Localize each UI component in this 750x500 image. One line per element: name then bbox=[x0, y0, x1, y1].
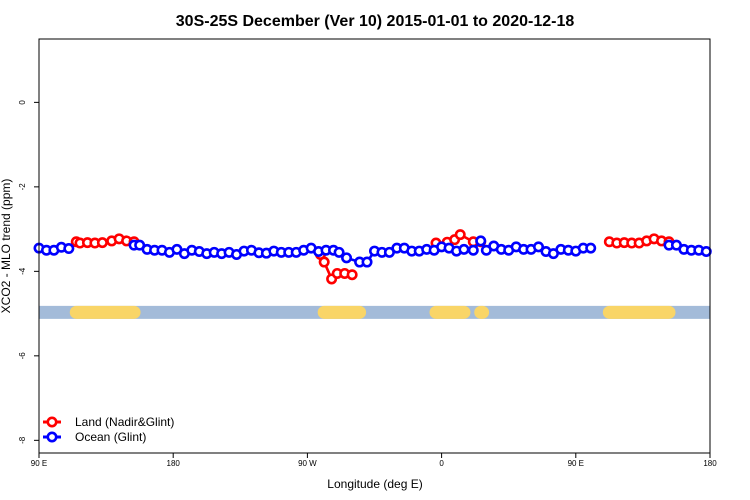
legend-land-marker bbox=[46, 416, 58, 428]
y-tick-label: -2 bbox=[18, 183, 27, 191]
series-1-point bbox=[700, 245, 712, 257]
x-axis-label: Longitude (deg E) bbox=[327, 477, 422, 491]
y-axis: 0 -2 -4 -6 -8 bbox=[18, 100, 39, 444]
x-tick-label: 180 bbox=[167, 459, 181, 468]
y-tick-label: 0 bbox=[18, 100, 27, 105]
series-1-point bbox=[533, 241, 545, 253]
series-0-point bbox=[346, 269, 358, 281]
x-axis: 90 E 180 90 W 0 90 E 180 bbox=[31, 453, 717, 468]
series-1-point bbox=[475, 235, 487, 247]
legend: Land (Nadir&Glint) Ocean (Glint) bbox=[43, 415, 174, 444]
series-1 bbox=[33, 235, 712, 268]
series-1-point bbox=[333, 246, 345, 258]
series-1-point bbox=[467, 244, 479, 256]
legend-land-label: Land (Nadir&Glint) bbox=[75, 415, 174, 429]
series-1-point bbox=[361, 256, 373, 268]
x-tick-label: 90 E bbox=[568, 459, 584, 468]
legend-ocean-marker bbox=[46, 431, 58, 443]
series-0-point bbox=[96, 237, 108, 249]
x-tick-label: 180 bbox=[703, 459, 717, 468]
x-tick-label: 90 E bbox=[31, 459, 47, 468]
series-0-point bbox=[318, 256, 330, 268]
series-1-point bbox=[458, 243, 470, 255]
y-tick-label: -8 bbox=[18, 436, 27, 444]
x-tick-label: 0 bbox=[439, 459, 444, 468]
series-0 bbox=[70, 229, 675, 285]
y-tick-label: -4 bbox=[18, 267, 27, 275]
series-1-point bbox=[585, 242, 597, 254]
series-1-point bbox=[63, 243, 75, 255]
y-axis-label: XCO2 - MLO trend (ppm) bbox=[0, 179, 13, 314]
series-1-point bbox=[341, 252, 353, 264]
x-tick-label: 90 W bbox=[298, 459, 317, 468]
plot-frame bbox=[38, 38, 711, 454]
chart-title: 30S-25S December (Ver 10) 2015-01-01 to … bbox=[176, 13, 575, 30]
series-0-point bbox=[454, 229, 466, 241]
legend-ocean-label: Ocean (Glint) bbox=[75, 430, 146, 444]
y-tick-label: -6 bbox=[18, 352, 27, 360]
